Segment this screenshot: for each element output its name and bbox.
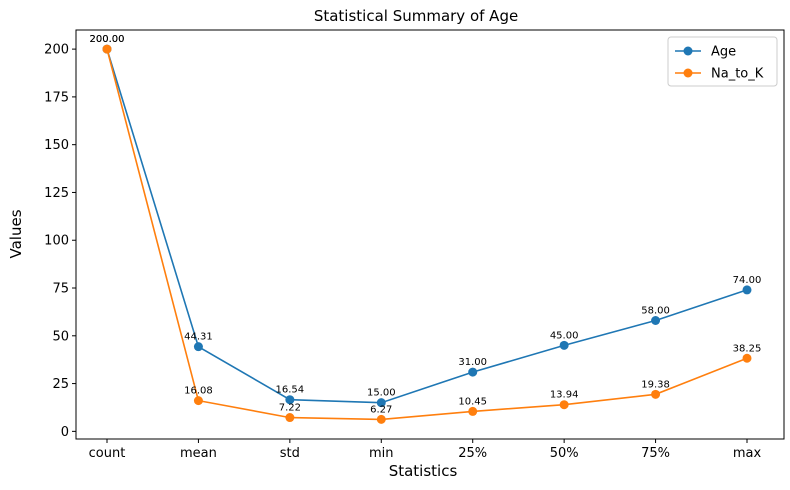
chart-title: Statistical Summary of Age: [314, 7, 518, 25]
data-label: 16.08: [184, 386, 213, 397]
data-point: [559, 400, 569, 410]
data-point: [468, 367, 478, 377]
x-tick-label: 50%: [550, 446, 579, 461]
data-label: 200.00: [90, 34, 125, 45]
data-label: 13.94: [550, 390, 579, 401]
data-point: [651, 389, 661, 399]
plot-area: [75, 29, 785, 440]
data-label: 44.31: [184, 332, 213, 343]
data-point: [193, 342, 203, 352]
data-label: 19.38: [641, 379, 670, 390]
data-label: 15.00: [367, 388, 396, 399]
x-axis-ticks: count mean std min 25% 50% 75% max: [89, 439, 762, 461]
data-point: [285, 395, 295, 405]
data-label: 10.45: [458, 396, 487, 407]
x-tick-label: max: [733, 446, 762, 461]
legend-marker: [683, 68, 693, 78]
y-axis-title: Values: [7, 209, 25, 258]
y-tick-label: 125: [44, 186, 69, 201]
data-point: [285, 413, 295, 423]
data-label: 31.00: [458, 357, 487, 368]
x-tick-label: 75%: [641, 446, 670, 461]
data-point: [102, 44, 112, 54]
data-point: [742, 353, 752, 363]
y-tick-label: 75: [52, 282, 69, 297]
data-point: [193, 396, 203, 406]
data-label: 74.00: [733, 275, 762, 286]
y-tick-label: 175: [44, 90, 69, 105]
y-tick-label: 50: [52, 329, 69, 344]
y-tick-label: 25: [52, 377, 69, 392]
data-label: 6.27: [370, 404, 392, 415]
legend-label: Na_to_K: [711, 67, 764, 82]
data-label: 58.00: [641, 306, 670, 317]
series-line-na_to_k: [106, 48, 748, 421]
y-tick-label: 100: [44, 234, 69, 249]
data-point: [651, 316, 661, 326]
data-labels: 200.00 44.31 16.54 15.00 31.00 45.00 58.00 74.0…: [90, 34, 762, 415]
x-tick-label: min: [369, 446, 394, 461]
x-tick-label: std: [280, 446, 300, 461]
y-tick-label: 0: [61, 425, 69, 440]
data-point: [376, 414, 386, 424]
legend: Age Na_to_K: [667, 36, 778, 87]
legend-label: Age: [711, 45, 736, 60]
data-point: [376, 398, 386, 408]
data-label: 38.25: [733, 343, 762, 354]
series-line-age: [106, 48, 748, 404]
data-label: 7.22: [279, 403, 301, 414]
series-layer: [102, 44, 752, 424]
x-axis-title: Statistics: [389, 462, 458, 480]
data-label: 45.00: [550, 330, 579, 341]
legend-marker: [683, 46, 693, 56]
y-tick-label: 200: [44, 43, 69, 58]
x-tick-label: mean: [180, 446, 217, 461]
x-tick-label: count: [89, 446, 126, 461]
data-label: 200.00: [90, 34, 125, 45]
x-tick-label: 25%: [458, 446, 487, 461]
y-axis-ticks: 0 25 50 75 100 125 150 175 200: [44, 43, 76, 440]
data-point: [468, 406, 478, 416]
y-tick-label: 150: [44, 138, 69, 153]
data-point: [742, 285, 752, 295]
data-label: 16.54: [276, 385, 305, 396]
data-point: [559, 340, 569, 350]
